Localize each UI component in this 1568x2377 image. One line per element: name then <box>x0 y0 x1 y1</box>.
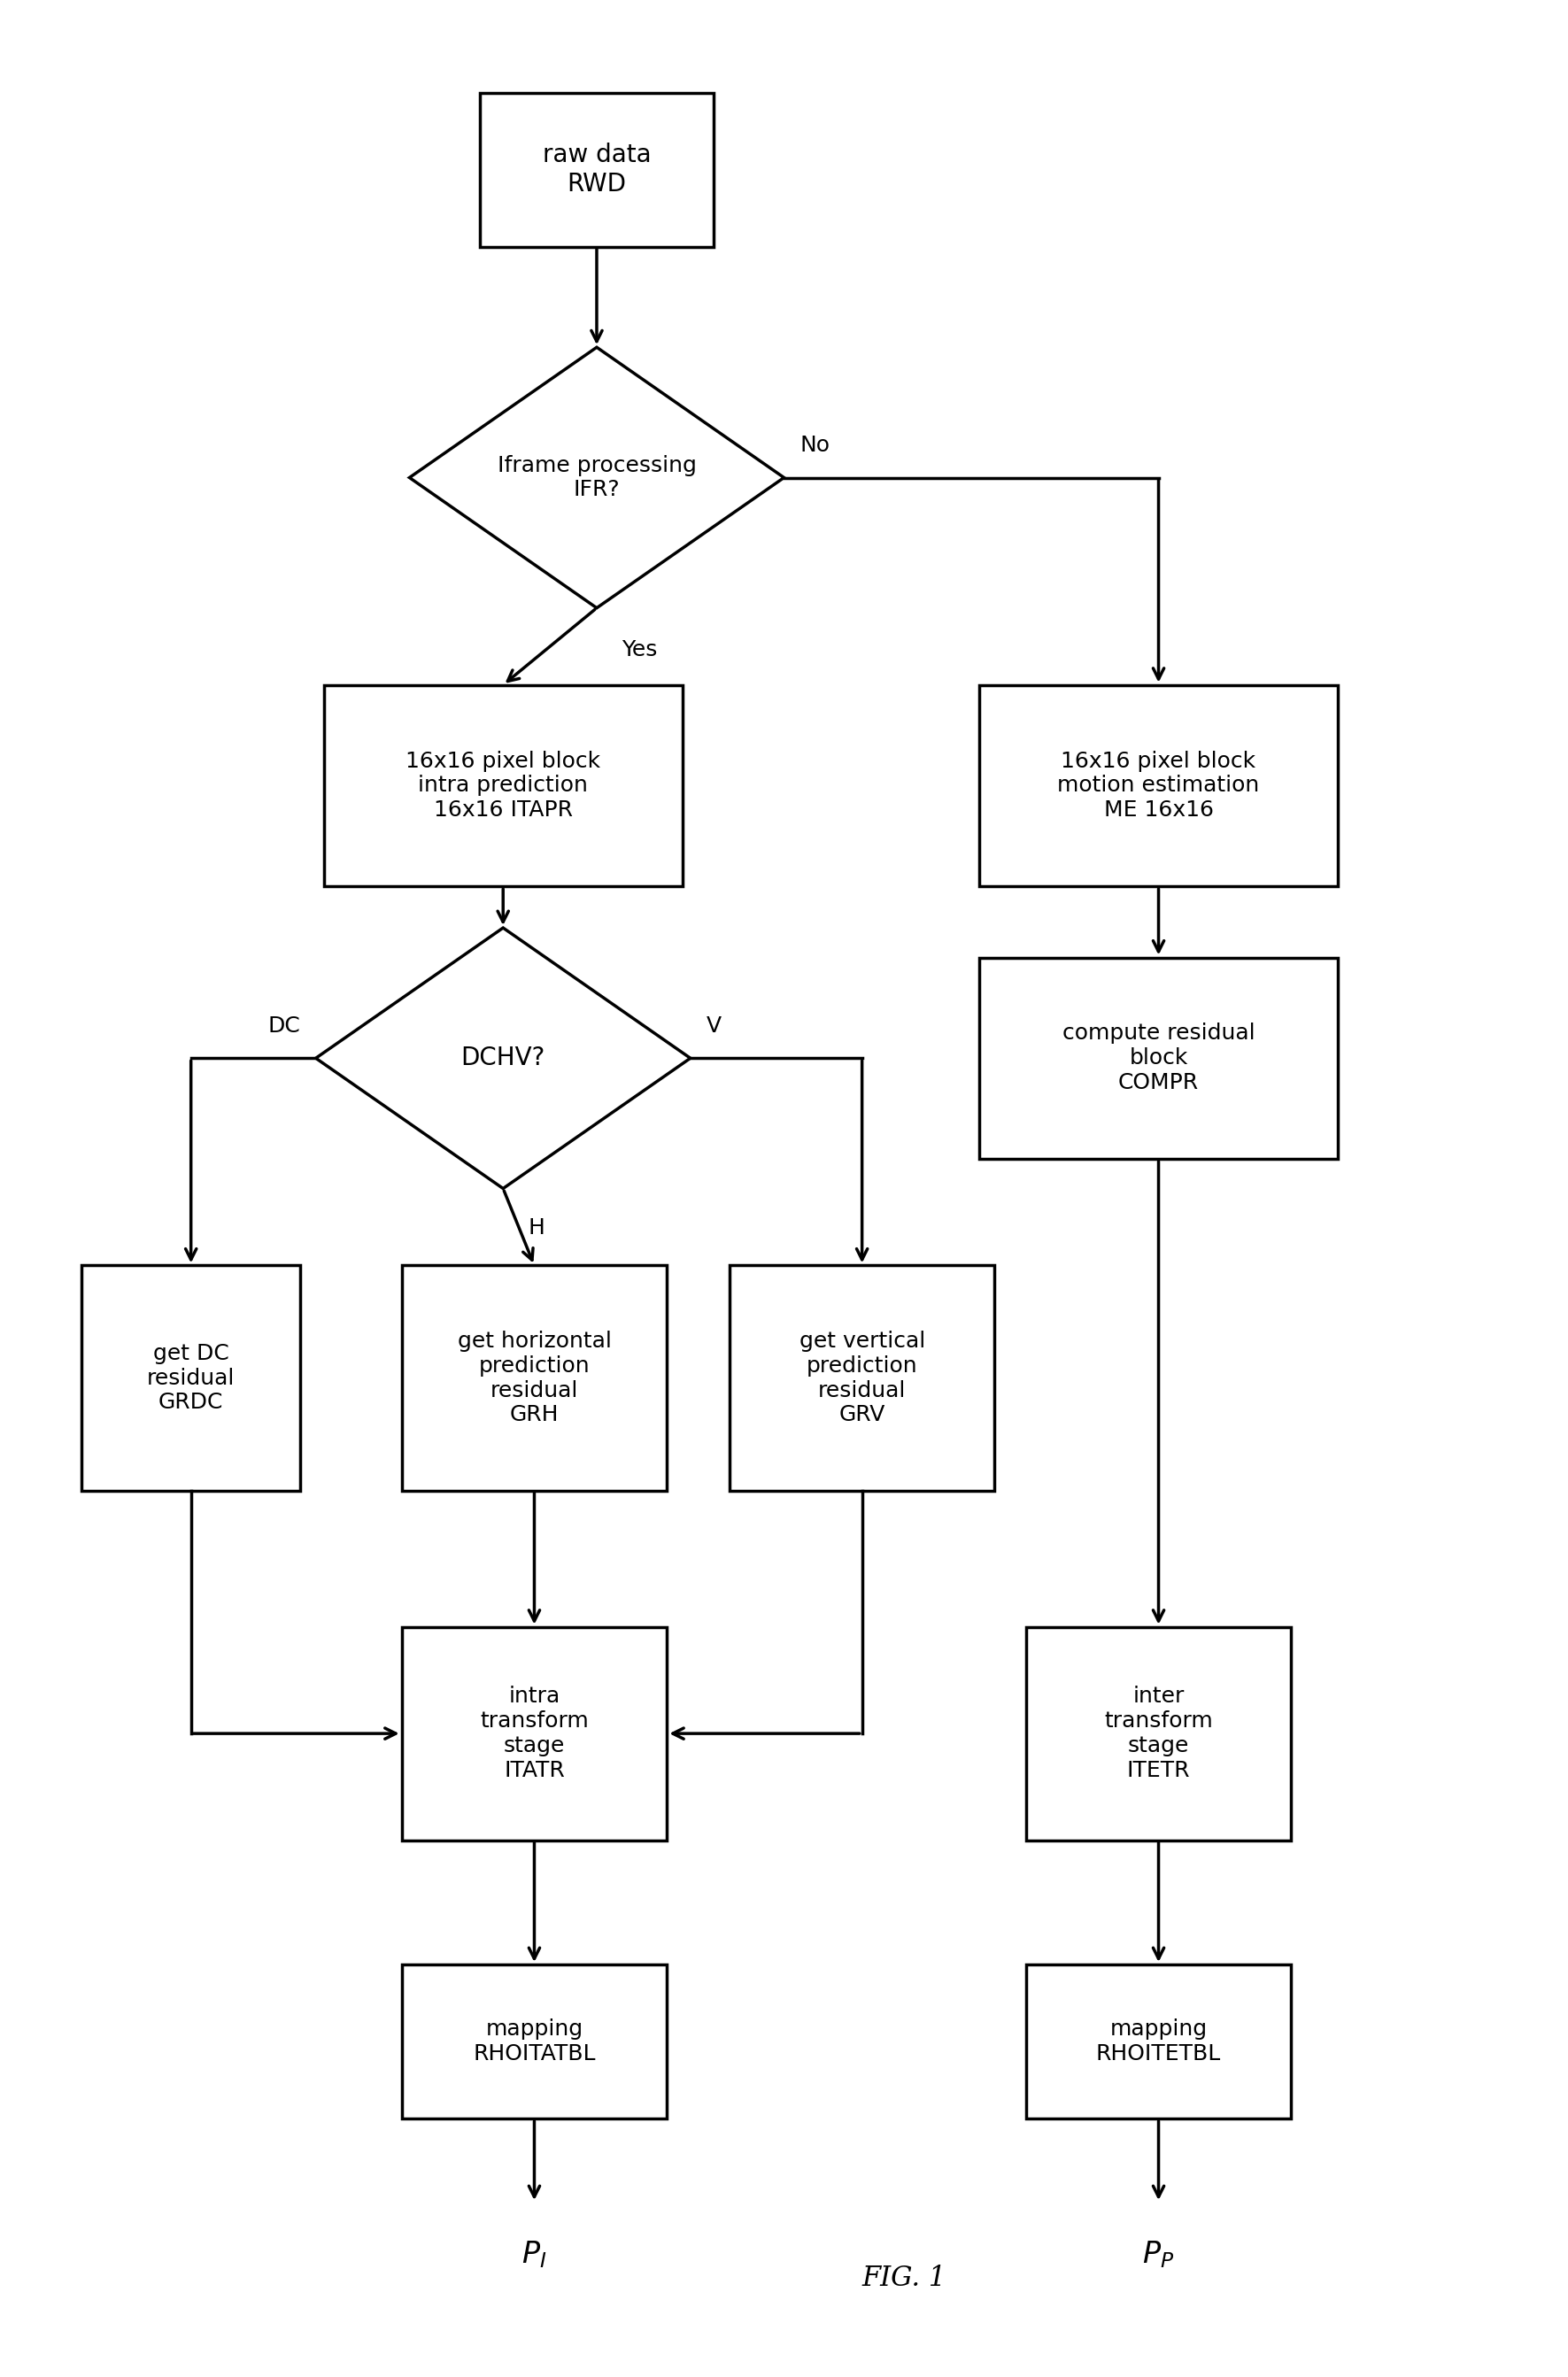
Text: inter
transform
stage
ITETR: inter transform stage ITETR <box>1104 1685 1214 1780</box>
FancyBboxPatch shape <box>401 1626 666 1840</box>
FancyBboxPatch shape <box>729 1265 994 1490</box>
Text: 16x16 pixel block
intra prediction
16x16 ITAPR: 16x16 pixel block intra prediction 16x16… <box>406 751 601 820</box>
FancyBboxPatch shape <box>1025 1963 1290 2118</box>
FancyBboxPatch shape <box>323 685 682 887</box>
FancyBboxPatch shape <box>1025 1626 1290 1840</box>
Text: raw data
RWD: raw data RWD <box>543 143 651 197</box>
FancyBboxPatch shape <box>401 1265 666 1490</box>
Polygon shape <box>409 347 784 609</box>
Text: get DC
residual
GRDC: get DC residual GRDC <box>147 1343 235 1414</box>
FancyBboxPatch shape <box>978 958 1338 1160</box>
Text: get horizontal
prediction
residual
GRH: get horizontal prediction residual GRH <box>458 1331 612 1426</box>
Text: V: V <box>706 1015 721 1036</box>
Text: $P_I$: $P_I$ <box>522 2239 547 2270</box>
Text: 16x16 pixel block
motion estimation
ME 16x16: 16x16 pixel block motion estimation ME 1… <box>1057 751 1259 820</box>
Text: mapping
RHOITATBL: mapping RHOITATBL <box>474 2018 596 2066</box>
Text: DCHV?: DCHV? <box>461 1046 546 1070</box>
FancyBboxPatch shape <box>480 93 713 247</box>
FancyBboxPatch shape <box>978 685 1338 887</box>
FancyBboxPatch shape <box>82 1265 299 1490</box>
Text: No: No <box>800 435 829 456</box>
Text: get vertical
prediction
residual
GRV: get vertical prediction residual GRV <box>800 1331 925 1426</box>
Text: compute residual
block
COMPR: compute residual block COMPR <box>1062 1022 1254 1093</box>
Text: FIG. 1: FIG. 1 <box>862 2265 947 2291</box>
Text: Yes: Yes <box>621 639 657 661</box>
Text: $P_P$: $P_P$ <box>1143 2239 1174 2270</box>
Text: mapping
RHOITETBL: mapping RHOITETBL <box>1096 2018 1221 2066</box>
FancyBboxPatch shape <box>401 1963 666 2118</box>
Text: H: H <box>528 1217 544 1238</box>
Text: Iframe processing
IFR?: Iframe processing IFR? <box>497 454 696 502</box>
Text: intra
transform
stage
ITATR: intra transform stage ITATR <box>480 1685 588 1780</box>
Polygon shape <box>315 927 690 1188</box>
Text: DC: DC <box>268 1015 299 1036</box>
